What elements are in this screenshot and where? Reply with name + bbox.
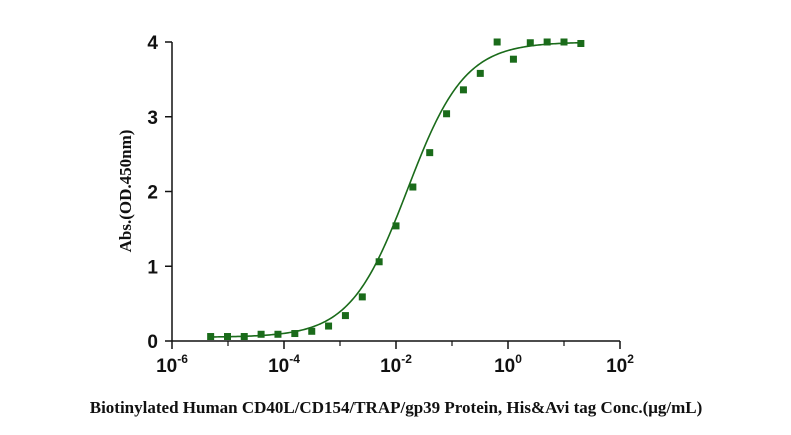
- data-point: [274, 330, 282, 338]
- points-layer: [207, 38, 585, 341]
- y-tick-label-3: 3: [147, 108, 158, 129]
- data-point: [291, 330, 299, 338]
- data-point: [526, 39, 534, 47]
- x-tick-label-3: 100: [494, 352, 522, 377]
- data-point: [341, 312, 349, 320]
- y-axis-title: Abs.(OD.450nm): [116, 130, 135, 253]
- data-point: [308, 327, 316, 335]
- x-tick-base-0: 10: [156, 356, 177, 377]
- x-tick-exp-3: 0: [515, 352, 522, 366]
- data-point: [577, 39, 585, 47]
- data-point: [240, 333, 248, 341]
- fit-layer: [210, 41, 581, 338]
- data-point: [325, 322, 333, 330]
- axes: [165, 41, 621, 349]
- x-tick-base-3: 10: [494, 356, 515, 377]
- y-tick-label-1: 1: [147, 257, 158, 278]
- data-point: [392, 222, 400, 230]
- x-axis-title: Biotinylated Human CD40L/CD154/TRAP/gp39…: [90, 398, 703, 417]
- fit-curve: [210, 41, 581, 338]
- x-tick-base-2: 10: [380, 356, 401, 377]
- data-point: [375, 258, 383, 266]
- data-point: [426, 149, 434, 157]
- data-point: [543, 38, 551, 46]
- x-tick-exp-4: 2: [627, 352, 634, 366]
- y-tick-label-4: 4: [147, 33, 158, 54]
- data-point: [560, 38, 568, 46]
- data-point: [493, 38, 501, 46]
- x-tick-label-0: 10-6: [156, 352, 188, 377]
- y-tick-label-0: 0: [147, 332, 158, 353]
- data-point: [257, 330, 265, 338]
- x-tick-exp-2: -2: [401, 352, 412, 366]
- x-tick-base-4: 10: [606, 356, 627, 377]
- x-tick-label-4: 102: [606, 352, 634, 377]
- data-point: [358, 293, 366, 301]
- data-point: [207, 333, 215, 341]
- data-point: [443, 110, 451, 118]
- x-tick-label-1: 10-4: [268, 352, 300, 377]
- y-tick-label-2: 2: [147, 183, 158, 204]
- data-point: [409, 183, 417, 191]
- data-point: [476, 69, 484, 77]
- data-point: [224, 333, 232, 341]
- x-tick-exp-0: -6: [177, 352, 188, 366]
- x-tick-base-1: 10: [268, 356, 289, 377]
- x-tick-label-2: 10-2: [380, 352, 412, 377]
- data-point: [509, 55, 517, 63]
- x-tick-exp-1: -4: [289, 352, 300, 366]
- data-point: [459, 86, 467, 94]
